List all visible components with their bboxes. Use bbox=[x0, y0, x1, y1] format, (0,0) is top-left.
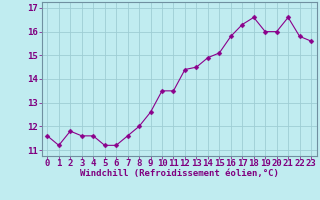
X-axis label: Windchill (Refroidissement éolien,°C): Windchill (Refroidissement éolien,°C) bbox=[80, 169, 279, 178]
